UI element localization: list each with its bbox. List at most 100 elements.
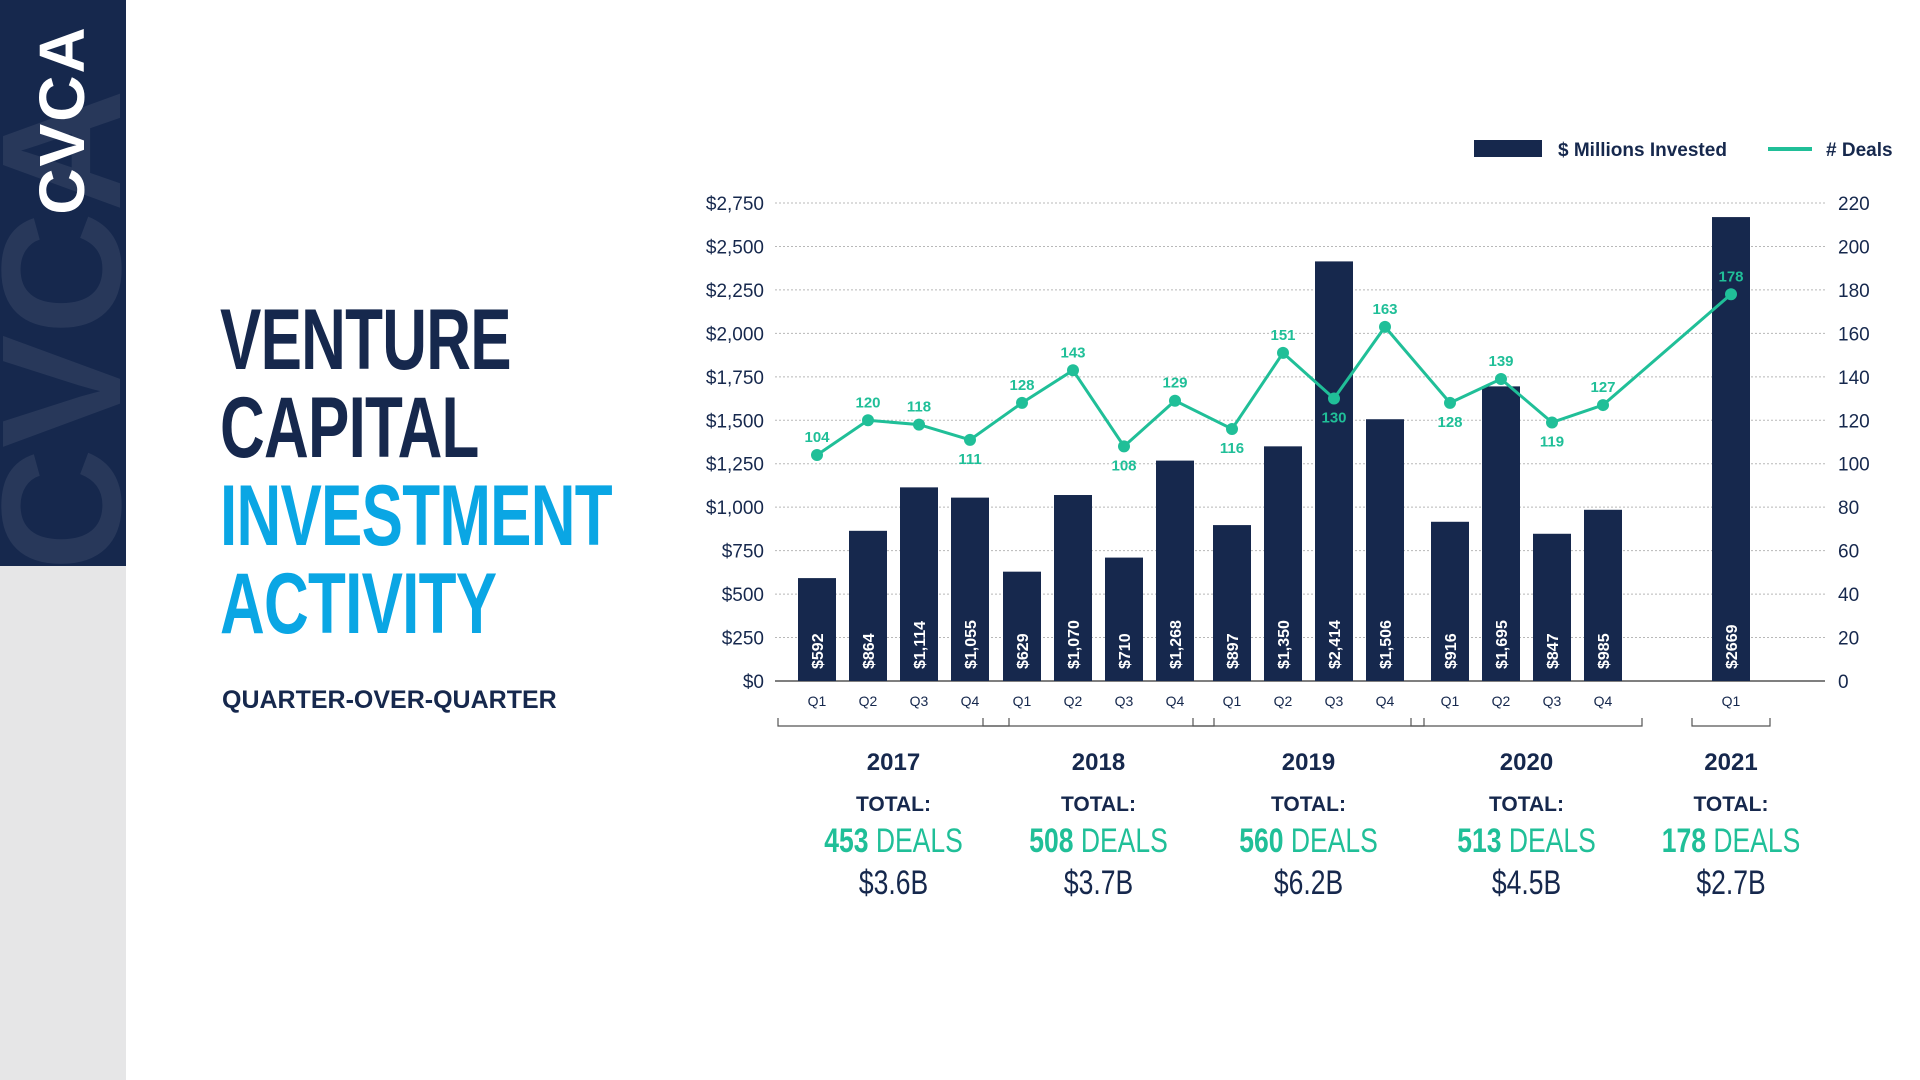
quarter-label: Q3 xyxy=(910,693,929,709)
legend-bar-swatch xyxy=(1474,140,1542,157)
y-right-tick-label: 140 xyxy=(1838,368,1870,389)
deals-point xyxy=(1169,394,1181,407)
y-right-tick-label: 60 xyxy=(1838,542,1859,563)
bar-value-label: $864 xyxy=(861,633,878,669)
legend-line-label: # Deals xyxy=(1826,140,1893,161)
deals-value-label: 139 xyxy=(1488,353,1513,370)
year-label: 2017 xyxy=(867,749,920,776)
deals-point xyxy=(1379,320,1391,333)
bar-value-label: $897 xyxy=(1225,633,1242,669)
bar-2017-q3 xyxy=(900,487,938,681)
bar-2017-q2 xyxy=(849,530,887,681)
bar-2017-q4 xyxy=(951,497,989,681)
quarter-label: Q4 xyxy=(1166,693,1185,709)
total-label: TOTAL: xyxy=(1271,793,1346,816)
deals-point xyxy=(1067,364,1079,377)
bar-2019-q3 xyxy=(1315,261,1353,681)
quarter-label: Q3 xyxy=(1325,693,1344,709)
year-total-amount: $4.5B xyxy=(1492,864,1561,902)
bar-value-label: $629 xyxy=(1015,633,1032,669)
deals-point xyxy=(1546,416,1558,429)
legend-bar-label: $ Millions Invested xyxy=(1558,140,1727,161)
quarter-label: Q4 xyxy=(1376,693,1395,709)
deals-point xyxy=(913,418,925,431)
deals-point xyxy=(1495,372,1507,385)
bar-2020-q4 xyxy=(1584,509,1622,681)
deals-value-label: 118 xyxy=(907,399,931,416)
bar-2019-q1 xyxy=(1213,525,1251,681)
quarter-label: Q1 xyxy=(1223,693,1242,709)
bar-value-label: $2,414 xyxy=(1327,620,1344,669)
deals-point xyxy=(1277,346,1289,359)
year-total-deals: 513 DEALS xyxy=(1457,822,1596,860)
deals-value-label: 178 xyxy=(1718,268,1743,285)
year-total-amount: $3.6B xyxy=(859,864,928,902)
deals-point xyxy=(1725,288,1737,301)
bar-value-label: $985 xyxy=(1596,633,1613,669)
year-label: 2020 xyxy=(1500,749,1553,776)
bar-2018-q4 xyxy=(1156,460,1194,681)
deals-point xyxy=(1444,396,1456,409)
page-title: VENTURE CAPITAL INVESTMENT ACTIVITY xyxy=(220,296,613,652)
deals-value-label: 120 xyxy=(855,394,880,411)
total-label: TOTAL: xyxy=(1061,793,1136,816)
year-total-amount: $6.2B xyxy=(1274,864,1343,902)
deals-value-label: 129 xyxy=(1162,375,1187,392)
year-label: 2018 xyxy=(1072,749,1125,776)
year-bracket xyxy=(982,718,1215,727)
y-left-tick-label: $1,500 xyxy=(706,411,764,432)
year-bracket xyxy=(1691,718,1771,727)
bar-value-label: $1,055 xyxy=(963,620,980,669)
y-right-tick-label: 40 xyxy=(1838,585,1859,606)
y-left-tick-label: $250 xyxy=(722,629,764,650)
deals-point xyxy=(862,414,874,427)
y-right-tick-label: 0 xyxy=(1838,672,1849,693)
deals-series-line xyxy=(816,293,1732,457)
deals-count: 453 xyxy=(824,822,868,860)
bar-2018-q3 xyxy=(1105,557,1143,681)
deals-count: 560 xyxy=(1239,822,1283,860)
quarter-label: Q2 xyxy=(1274,693,1293,709)
deals-value-label: 143 xyxy=(1060,344,1085,361)
year-label: 2021 xyxy=(1704,749,1757,776)
bar-value-label: $592 xyxy=(810,633,827,669)
year-total-deals: 178 DEALS xyxy=(1662,822,1801,860)
y-left-tick-label: $2,750 xyxy=(706,194,764,215)
y-right-tick-label: 20 xyxy=(1838,629,1859,650)
deals-value-label: 111 xyxy=(958,451,981,468)
bar-value-label: $1,268 xyxy=(1168,620,1185,669)
deals-count: 178 xyxy=(1662,822,1706,860)
bar-2018-q1 xyxy=(1003,571,1041,681)
quarter-label: Q1 xyxy=(808,693,827,709)
deals-count: 508 xyxy=(1029,822,1073,860)
deals-suffix: DEALS xyxy=(1073,822,1167,860)
y-left-tick-label: $500 xyxy=(722,585,764,606)
y-left-tick-label: $0 xyxy=(743,672,764,693)
y-left-tick-label: $1,750 xyxy=(706,368,764,389)
deals-value-label: 128 xyxy=(1437,414,1462,431)
deals-value-label: 151 xyxy=(1270,327,1295,344)
title-line-activity: ACTIVITY xyxy=(220,556,497,652)
deals-suffix: DEALS xyxy=(1706,822,1800,860)
page-subtitle: QUARTER-OVER-QUARTER xyxy=(222,686,557,714)
year-bracket xyxy=(777,718,1010,727)
deals-point xyxy=(1118,440,1130,453)
year-total-amount: $2.7B xyxy=(1696,864,1765,902)
sidebar-grey-panel xyxy=(0,566,126,1080)
deals-value-label: 127 xyxy=(1590,379,1615,396)
deals-value-label: 130 xyxy=(1321,410,1346,427)
bar-value-label: $1,070 xyxy=(1066,620,1083,669)
deals-suffix: DEALS xyxy=(1501,822,1595,860)
deals-suffix: DEALS xyxy=(1283,822,1377,860)
deals-point xyxy=(811,449,823,462)
bar-value-label: $1,350 xyxy=(1276,620,1293,669)
year-total-deals: 508 DEALS xyxy=(1029,822,1168,860)
bar-2017-q1 xyxy=(798,578,836,681)
y-left-tick-label: $1,000 xyxy=(706,498,764,519)
deals-suffix: DEALS xyxy=(868,822,962,860)
y-right-tick-label: 100 xyxy=(1838,455,1870,476)
quarter-label: Q3 xyxy=(1543,693,1562,709)
y-right-tick-label: 120 xyxy=(1838,411,1870,432)
deals-value-label: 163 xyxy=(1372,301,1397,318)
deals-point xyxy=(1226,422,1238,435)
